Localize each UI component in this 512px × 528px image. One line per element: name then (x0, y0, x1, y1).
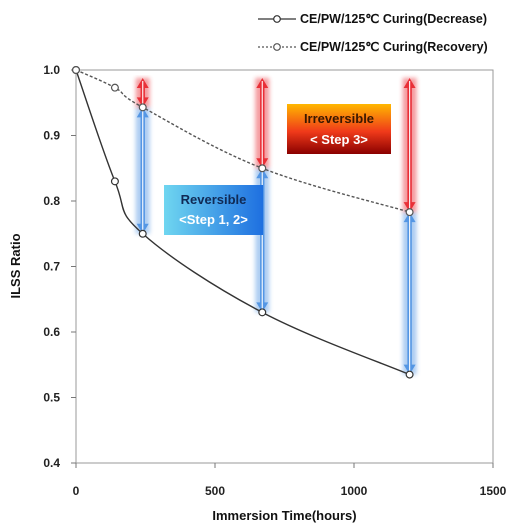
y-axis-title: ILSS Ratio (8, 233, 23, 298)
axis-ticks: 0 500 1000 1500 0.4 0.5 0.6 0.7 0.8 0.9 1.0 (43, 63, 506, 498)
series-line-0 (75, 69, 410, 376)
series-0-point (405, 370, 414, 379)
x-tick-label: 1500 (480, 484, 507, 498)
series-line-1 (75, 69, 410, 213)
reversible-box: Reversible <Step 1, 2> (164, 185, 263, 235)
series-1-point (71, 65, 80, 74)
irreversible-label: Irreversible (304, 111, 374, 126)
x-tick-label: 1000 (341, 484, 368, 498)
series-0-point (110, 177, 119, 186)
reversible-step-label: <Step 1, 2> (179, 212, 248, 227)
y-tick-label: 0.9 (43, 129, 60, 143)
y-tick-label: 0.6 (43, 325, 60, 339)
series-1-point (258, 164, 267, 173)
series-1-point (138, 103, 147, 112)
series-1-point (405, 208, 414, 217)
legend-label-recovery: CE/PW/125℃ Curing(Recovery) (300, 40, 488, 54)
y-tick-label: 0.7 (43, 260, 60, 274)
series-0-point (138, 229, 147, 238)
irreversible-box: Irreversible < Step 3> (287, 104, 391, 154)
legend-label-decrease: CE/PW/125℃ Curing(Decrease) (300, 12, 487, 26)
series-1-point (110, 83, 119, 92)
x-axis-title: Immersion Time(hours) (212, 508, 356, 523)
x-tick-label: 500 (205, 484, 225, 498)
reversible-arrow-0 (135, 107, 150, 234)
reversible-label: Reversible (181, 192, 247, 207)
y-tick-label: 0.5 (43, 391, 60, 405)
legend-item-decrease: CE/PW/125℃ Curing(Decrease) (258, 12, 487, 26)
irreversible-arrow-0 (135, 78, 150, 108)
y-tick-label: 0.8 (43, 194, 60, 208)
series-0-point (258, 308, 267, 317)
legend: CE/PW/125℃ Curing(Decrease) CE/PW/125℃ C… (258, 12, 488, 54)
y-tick-label: 0.4 (43, 456, 60, 470)
legend-item-recovery: CE/PW/125℃ Curing(Recovery) (258, 40, 488, 54)
irreversible-arrow-2 (402, 78, 417, 213)
reversible-arrow-2 (402, 212, 417, 375)
irreversible-arrow-1 (255, 78, 270, 169)
data-series (71, 65, 414, 379)
x-tick-label: 0 (73, 484, 80, 498)
y-tick-label: 1.0 (43, 63, 60, 77)
irreversible-step-label: < Step 3> (310, 132, 368, 147)
